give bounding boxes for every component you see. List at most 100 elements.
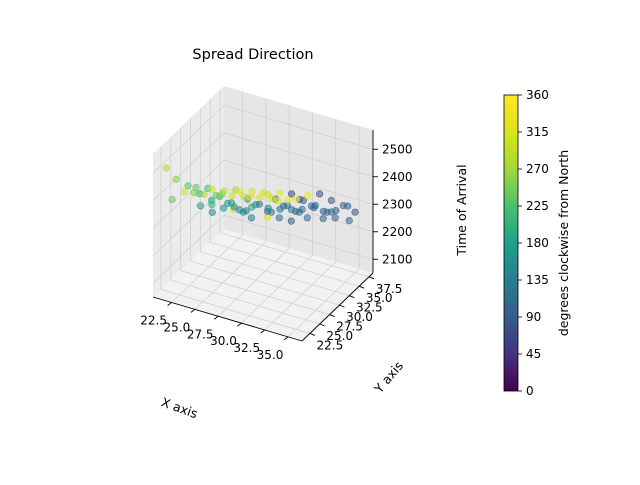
z-tick-label: 2500 — [382, 142, 413, 156]
scatter-point — [219, 204, 228, 212]
colorbar-tick-label: 0 — [526, 384, 534, 398]
scatter-point — [218, 190, 226, 198]
scatter-point — [190, 189, 198, 197]
z-axis-label: Time of Arrival — [454, 164, 469, 256]
scatter-point — [264, 204, 272, 212]
colorbar: 0 45 90 135 180 225 270 315 360 degrees clockwis… — [503, 88, 571, 398]
y-tick-label: 22.5 — [317, 338, 344, 352]
axes-grid — [152, 89, 374, 338]
x-tick — [260, 329, 266, 334]
x-grid-floor — [264, 261, 337, 331]
scatter-point — [230, 203, 238, 211]
colorbar-tick-label: 135 — [526, 273, 549, 287]
axis-lines — [152, 130, 374, 342]
y-grid-floor — [210, 241, 360, 287]
scatter-point — [307, 202, 316, 210]
z-tick-label: 2100 — [382, 252, 413, 266]
colorbar-tick-label: 180 — [526, 236, 549, 250]
x-tick-label: 30.0 — [210, 334, 237, 348]
y-grid-floor — [200, 251, 350, 297]
scatter-point — [248, 203, 256, 211]
y-grid-floor — [190, 260, 340, 306]
scatter-point — [345, 217, 353, 225]
z-tick-label: 2200 — [382, 225, 413, 239]
x-grid-floor — [194, 241, 267, 310]
scatter-point — [319, 207, 328, 215]
scatter-point — [331, 214, 339, 222]
y-grid-floor — [160, 289, 311, 334]
y-tick-label: 30.0 — [346, 310, 373, 324]
scatter-point — [339, 202, 347, 210]
colorbar-gradient — [503, 94, 519, 392]
z-grid-back — [223, 104, 374, 150]
y-tick-label: 25.0 — [326, 329, 353, 343]
scatter-point — [200, 190, 208, 198]
x-grid-floor — [241, 254, 313, 324]
scatter-point — [208, 208, 216, 216]
colorbar-tick-label: 225 — [526, 199, 549, 213]
z-grid-left — [152, 104, 225, 174]
scatter-point — [256, 193, 264, 201]
colorbar-tick-label: 360 — [526, 88, 549, 102]
scatter-point — [236, 188, 244, 196]
x-grid-floor — [217, 247, 290, 317]
y-axis-line — [301, 272, 374, 342]
scatter-point — [351, 208, 359, 216]
colorbar-tick-label: 270 — [526, 162, 549, 176]
colorbar-ticks: 0 45 90 135 180 225 270 315 360 — [518, 88, 549, 398]
y-tick — [319, 323, 325, 327]
x-tick-label: 25.0 — [164, 320, 191, 334]
scatter-point — [327, 196, 336, 204]
colorbar-tick-label: 90 — [526, 310, 541, 324]
scatter-point — [162, 164, 170, 172]
x-axis-line — [152, 296, 303, 342]
z-grid-left — [152, 132, 225, 202]
x-tick-label: 35.0 — [257, 348, 284, 362]
z-tick-label: 2300 — [382, 197, 413, 211]
y-grid-floor — [170, 279, 320, 325]
y-tick — [329, 314, 335, 317]
scatter-point — [184, 182, 192, 190]
y-tick — [339, 304, 345, 308]
scatter-point — [287, 206, 296, 214]
y-grid-floor — [219, 232, 370, 278]
y-tick-label: 32.5 — [356, 301, 383, 315]
colorbar-label: degrees clockwise from North — [556, 150, 571, 336]
x-grid-floor — [287, 268, 360, 338]
scatter-point — [180, 188, 188, 196]
x-tick — [237, 322, 242, 327]
scatter-point — [168, 196, 176, 204]
scatter-point — [224, 199, 232, 207]
z-grid-back — [223, 214, 374, 260]
scatter-point — [287, 217, 295, 225]
x-axis-label: X axis — [159, 394, 199, 421]
scatter-point — [263, 213, 271, 221]
colorbar-tick-label: 45 — [526, 347, 541, 361]
scatter-point — [212, 191, 220, 199]
chart-title: Spread Direction — [192, 47, 313, 63]
x-tick-label: 27.5 — [187, 327, 214, 341]
x-tick — [167, 302, 172, 306]
scatter-point — [228, 192, 236, 200]
x-tick-label: 32.5 — [233, 341, 260, 355]
scatter-point — [275, 214, 283, 222]
z-grid-left — [152, 159, 225, 229]
colorbar-tick-label: 315 — [526, 125, 549, 139]
x-tick — [283, 336, 289, 341]
scatter-point — [298, 205, 306, 213]
axis-ticks: 22.525.027.530.032.535.022.525.027.530.0… — [140, 142, 412, 362]
scatter-point — [292, 195, 300, 203]
scatter-point — [208, 185, 216, 193]
scatter-point — [196, 202, 205, 210]
y-tick — [359, 285, 365, 289]
y-tick — [368, 276, 375, 280]
scatter-point — [208, 201, 216, 209]
scatter-point — [304, 192, 312, 200]
y-tick-label: 27.5 — [336, 320, 363, 334]
x-tick — [213, 315, 219, 320]
scatter-point — [284, 196, 292, 204]
x-tick — [190, 309, 196, 313]
scatter-point — [246, 193, 254, 201]
scatter-point — [247, 214, 255, 222]
